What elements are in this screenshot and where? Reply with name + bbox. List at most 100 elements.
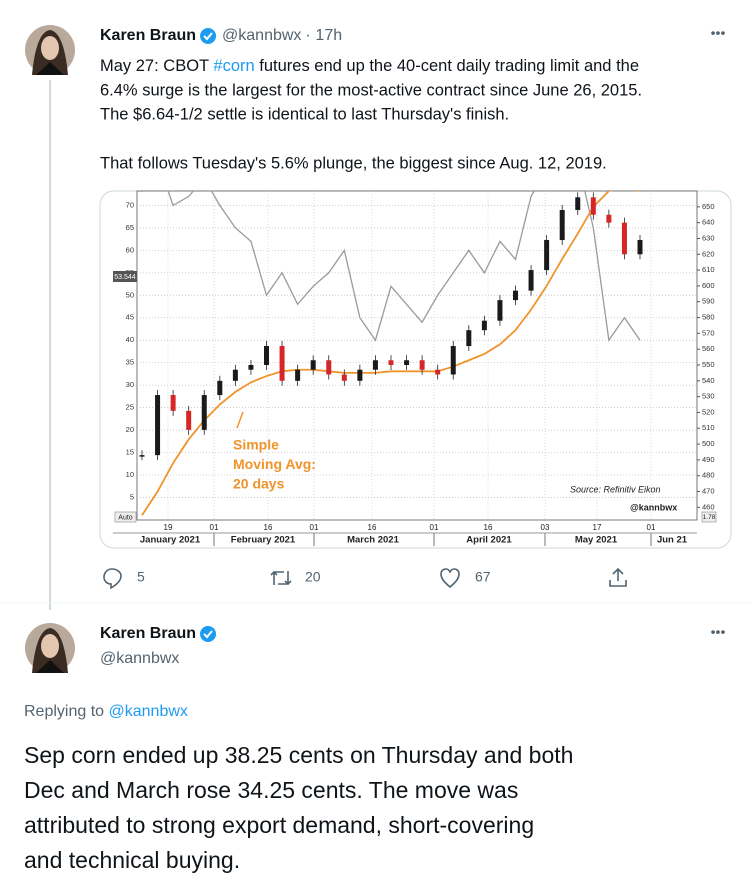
day-label: 01: [310, 523, 319, 532]
replying-label: Replying to: [24, 703, 104, 720]
candle: [621, 222, 627, 255]
right-tick-label: 550: [702, 360, 715, 369]
right-tick-label: 650: [702, 202, 715, 211]
plot-area: [136, 190, 698, 521]
left-tick-label: 65: [126, 223, 134, 232]
share-button[interactable]: [609, 567, 627, 587]
candle: [264, 346, 269, 365]
candle: [575, 197, 581, 210]
day-label: 03: [541, 523, 550, 532]
author-handle[interactable]: @kannbwx: [222, 27, 301, 44]
left-tick-label: 25: [126, 403, 134, 412]
month-label: February 2021: [231, 535, 296, 546]
candle: [528, 270, 534, 291]
right-tick-label: 490: [702, 455, 715, 464]
candle: [606, 214, 612, 223]
candle: [155, 395, 161, 456]
right-tick-label: 530: [702, 392, 715, 401]
annotation: Moving Avg:: [233, 456, 316, 472]
candle: [419, 360, 425, 370]
right-tick-label: 570: [702, 328, 715, 337]
left-tick-label: 5: [130, 493, 134, 502]
candle: [388, 360, 394, 365]
candle: [637, 240, 643, 255]
candle: [404, 360, 410, 365]
candle: [326, 360, 332, 375]
hashtag[interactable]: #corn: [213, 57, 254, 75]
author-name[interactable]: Karen Braun: [100, 27, 196, 44]
plot-series: [139, 191, 643, 516]
avatar[interactable]: [25, 623, 75, 673]
right-tick-label: 590: [702, 297, 715, 306]
candle: [435, 369, 441, 375]
right-tick-label: 480: [702, 471, 715, 480]
replying-to: Replying to @kannbwx: [24, 703, 188, 720]
verified-badge: [200, 626, 217, 642]
left-tick-label: 70: [126, 200, 134, 209]
auto-box: [114, 511, 137, 523]
left-tick-label: 50: [126, 290, 134, 299]
candle: [513, 290, 518, 301]
candle: [186, 410, 192, 430]
candle: [279, 346, 285, 381]
day-label: 01: [430, 523, 439, 532]
price-tag: 53.544: [114, 274, 136, 281]
mention[interactable]: @kannbwx: [109, 703, 188, 720]
candle: [497, 300, 503, 321]
candle: [559, 209, 565, 241]
candle: [248, 364, 254, 370]
more-menu[interactable]: •••: [711, 624, 726, 640]
auto-tag: Auto: [118, 514, 133, 521]
right-tick-label: 640: [702, 218, 715, 227]
reply-button[interactable]: [103, 568, 122, 590]
candle: [217, 380, 223, 396]
right-tick-label: 470: [702, 487, 715, 496]
day-label: 01: [647, 523, 656, 532]
right-tick-label: 610: [702, 265, 715, 274]
reply-line: Sep corn ended up 38.25 cents on Thursda…: [24, 742, 573, 768]
month-label: Jun 21: [657, 535, 688, 546]
month-label: January 2021: [140, 535, 201, 546]
author-name[interactable]: Karen Braun: [100, 625, 196, 642]
candle: [450, 346, 456, 375]
tweet-line: The $6.64-1/2 settle is identical to las…: [100, 106, 509, 124]
indicator-line: [141, 191, 641, 342]
candle: [544, 240, 550, 271]
moving-average-line: [141, 191, 640, 516]
more-menu[interactable]: •••: [711, 25, 726, 41]
candle: [310, 360, 316, 370]
candle: [341, 374, 347, 381]
right-tick-label: 630: [702, 233, 715, 242]
candle: [481, 320, 487, 331]
timestamp[interactable]: 17h: [315, 27, 342, 44]
candle: [139, 455, 145, 457]
right-tick-label: 620: [702, 249, 715, 258]
like-button[interactable]: [440, 568, 460, 589]
month-label: April 2021: [466, 535, 512, 546]
candle: [201, 395, 207, 430]
candle: [590, 197, 596, 215]
day-label: 16: [484, 523, 493, 532]
right-tick-label: 580: [702, 313, 715, 322]
day-label: 16: [264, 523, 273, 532]
left-tick-label: 10: [126, 470, 134, 479]
candle: [232, 369, 238, 381]
candle: [170, 395, 176, 411]
annotation-pointer: [236, 411, 244, 429]
left-tick-label: 35: [126, 358, 134, 367]
tweet-line: 6.4% surge is the largest for the most-a…: [100, 81, 642, 99]
reply-line: Dec and March rose 34.25 cents. The move…: [24, 777, 518, 803]
author-handle[interactable]: @kannbwx: [100, 650, 179, 667]
annotation: Simple: [233, 437, 279, 453]
left-tick-label: 20: [126, 425, 134, 434]
left-tick-label: 40: [126, 335, 134, 344]
retweet-button[interactable]: [270, 570, 292, 586]
avatar[interactable]: [25, 25, 75, 75]
scale-tag: 1.78: [703, 514, 716, 521]
candle: [466, 330, 472, 347]
right-tick-label: 520: [702, 407, 715, 416]
day-label: 19: [164, 523, 173, 532]
left-tick-label: 15: [126, 448, 134, 457]
candle: [357, 369, 363, 381]
